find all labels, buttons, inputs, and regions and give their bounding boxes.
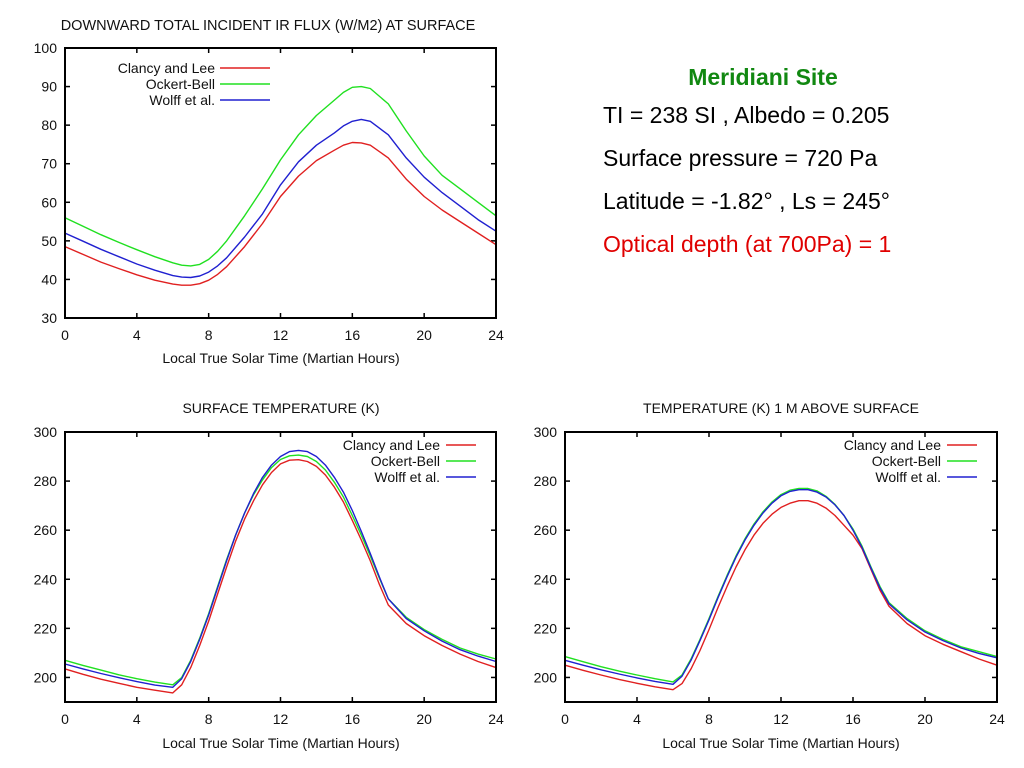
series-line-clancy-and-lee [64, 458, 497, 694]
y-tick-label: 40 [41, 271, 57, 287]
x-tick-label: 0 [61, 327, 69, 343]
series-line-wolff-et-al- [64, 118, 497, 279]
series-line-ockert-bell [564, 487, 998, 683]
legend-label: Wolff et al. [374, 469, 440, 485]
x-tick-label: 0 [561, 711, 569, 727]
y-tick-label: 60 [41, 194, 57, 210]
temperature-1m-chart: TEMPERATURE (K) 1 M ABOVE SURFACE Local … [534, 400, 1005, 751]
x-axis-label: Local True Solar Time (Martian Hours) [162, 350, 399, 366]
site-info-panel: Meridiani Site TI = 238 SI , Albedo = 0.… [603, 64, 1003, 274]
x-tick-label: 16 [345, 711, 361, 727]
y-tick-label: 280 [34, 473, 58, 489]
x-axis-label: Local True Solar Time (Martian Hours) [162, 735, 399, 751]
legend-label: Ockert-Bell [371, 453, 440, 469]
series-line-wolff-et-al- [64, 449, 497, 688]
y-tick-label: 200 [534, 669, 558, 685]
series-lines [564, 487, 998, 691]
series-line-ockert-bell [64, 454, 497, 686]
series-line-ockert-bell [64, 85, 497, 267]
y-tick-label: 300 [34, 424, 58, 440]
y-tick-label: 30 [41, 310, 57, 326]
plot-frame [64, 47, 497, 319]
x-tick-label: 0 [61, 711, 69, 727]
surface-pressure: Surface pressure = 720 Pa [603, 145, 878, 171]
axis-ticks: 0 4 8 12 16 20 24 200 220 240 260 280 300 [34, 424, 504, 727]
y-tick-label: 300 [534, 424, 558, 440]
legend-label: Wolff et al. [875, 469, 941, 485]
series-line-wolff-et-al- [564, 488, 998, 685]
x-tick-label: 4 [133, 711, 141, 727]
legend-label: Wolff et al. [149, 92, 215, 108]
x-tick-label: 24 [488, 711, 504, 727]
latitude-ls: Latitude = -1.82° , Ls = 245° [603, 188, 890, 214]
x-tick-label: 16 [345, 327, 361, 343]
chart-title: DOWNWARD TOTAL INCIDENT IR FLUX (W/M2) A… [61, 18, 476, 34]
y-tick-label: 100 [34, 40, 58, 56]
x-tick-label: 20 [416, 327, 432, 343]
y-tick-label: 220 [534, 620, 558, 636]
legend-label: Clancy and Lee [118, 60, 216, 76]
y-tick-label: 80 [41, 117, 57, 133]
x-tick-label: 24 [488, 327, 504, 343]
x-tick-label: 8 [705, 711, 713, 727]
y-tick-label: 70 [41, 156, 57, 172]
surface-temperature-chart: SURFACE TEMPERATURE (K) Local True Solar… [34, 400, 504, 751]
x-tick-label: 16 [845, 711, 861, 727]
x-tick-label: 20 [416, 711, 432, 727]
y-tick-label: 260 [34, 522, 58, 538]
plot-frame [64, 431, 497, 703]
site-name: Meridiani Site [688, 64, 838, 90]
x-tick-label: 8 [205, 327, 213, 343]
y-tick-label: 240 [34, 571, 58, 587]
y-tick-label: 90 [41, 79, 57, 95]
x-tick-label: 12 [773, 711, 789, 727]
ir-flux-chart: DOWNWARD TOTAL INCIDENT IR FLUX (W/M2) A… [34, 18, 504, 366]
y-tick-label: 50 [41, 233, 57, 249]
series-lines [64, 85, 497, 286]
x-tick-label: 4 [633, 711, 641, 727]
x-tick-label: 24 [989, 711, 1005, 727]
y-tick-label: 220 [34, 620, 58, 636]
axis-ticks: 0 4 8 12 16 20 24 30 40 50 60 70 80 90 100 [34, 40, 504, 343]
legend-label: Ockert-Bell [872, 453, 941, 469]
series-lines [64, 449, 497, 694]
plot-frame [564, 431, 998, 703]
thermal-inertia-albedo: TI = 238 SI , Albedo = 0.205 [603, 102, 890, 128]
legend-label: Clancy and Lee [844, 437, 942, 453]
chart-title: SURFACE TEMPERATURE (K) [182, 400, 379, 416]
x-tick-label: 12 [273, 327, 289, 343]
axis-ticks: 0 4 8 12 16 20 24 200 220 240 260 280 300 [534, 424, 1005, 727]
x-tick-label: 20 [917, 711, 933, 727]
x-tick-label: 12 [273, 711, 289, 727]
y-tick-label: 240 [534, 571, 558, 587]
legend-label: Clancy and Lee [343, 437, 441, 453]
legend-label: Ockert-Bell [146, 76, 215, 92]
x-axis-label: Local True Solar Time (Martian Hours) [662, 735, 899, 751]
y-tick-label: 280 [534, 473, 558, 489]
y-tick-label: 200 [34, 669, 58, 685]
series-line-clancy-and-lee [64, 141, 497, 286]
y-tick-label: 260 [534, 522, 558, 538]
chart-title: TEMPERATURE (K) 1 M ABOVE SURFACE [643, 400, 919, 416]
optical-depth: Optical depth (at 700Pa) = 1 [603, 231, 892, 257]
x-tick-label: 8 [205, 711, 213, 727]
series-line-clancy-and-lee [564, 499, 998, 691]
x-tick-label: 4 [133, 327, 141, 343]
